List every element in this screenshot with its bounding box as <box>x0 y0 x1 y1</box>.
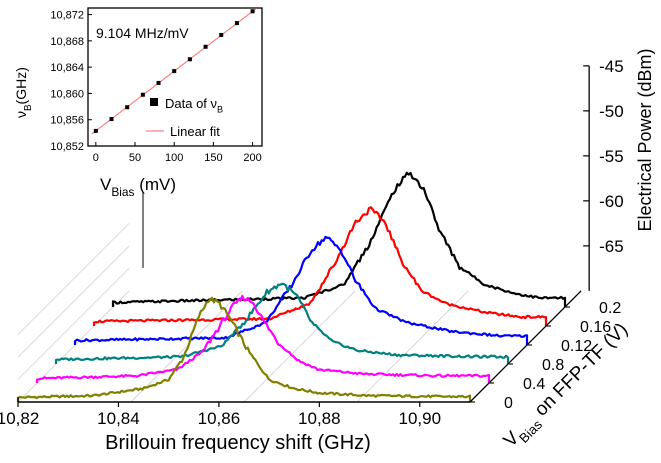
inset-data-point <box>250 9 255 14</box>
y-tick-label: -65 <box>599 237 624 256</box>
x-tick-label: 10,88 <box>298 409 341 428</box>
floor-grid-line <box>243 290 356 403</box>
inset-x-tick-label: 200 <box>243 152 261 164</box>
bias-tick-label: 0 <box>504 395 513 412</box>
inset-data-point <box>125 105 130 110</box>
wall-grid-line <box>17 222 130 335</box>
inset-y-title-subscript: B <box>23 104 34 111</box>
series-line <box>73 235 529 345</box>
inset-data-point <box>219 32 224 37</box>
inset-y-tick-label: 10,868 <box>50 36 84 48</box>
legend-label-fit: Linear fit <box>170 124 220 139</box>
inset-data-point <box>156 80 161 85</box>
inset-x-tick-label: 150 <box>204 152 222 164</box>
series-line <box>111 171 567 307</box>
x-tick-label: 10,82 <box>0 409 39 428</box>
inset-x-title: VBias (mV) <box>100 175 176 199</box>
legend-marker <box>150 98 158 106</box>
x-axis-title: Brillouin frequency shift (GHz) <box>105 432 371 454</box>
bias-tick-label: 0.8 <box>542 357 564 374</box>
legend-label-data-subscript: B <box>217 105 223 115</box>
inset-y-tick-label: 10,864 <box>50 62 84 74</box>
x-tick-label: 10,84 <box>97 409 140 428</box>
y-tick-label: -60 <box>599 192 624 211</box>
inset-y-tick-label: 10,856 <box>50 115 84 127</box>
inset-y-title-rest: (GHz) <box>13 67 29 104</box>
bias-axis-line <box>469 290 582 403</box>
wall-grid-line <box>17 245 130 358</box>
inset-x-title-main: V <box>100 175 112 194</box>
floor-grid-line <box>356 290 469 403</box>
inset-y-title-main: ν <box>13 111 29 118</box>
inset-chart: 0 50 100 150 200 10,852 10,856 10,860 10,864 10,8… <box>13 7 263 199</box>
y-tick-label: -55 <box>599 147 624 166</box>
inset-data-point <box>172 69 177 74</box>
y-axis: -45 -50 -55 -60 -65 Electrical Power (dBm) <box>583 48 655 291</box>
inset-y-tick-label: 10,852 <box>50 141 84 153</box>
x-axis: 10,82 10,84 10,86 10,88 10,90 Brillouin frequ… <box>0 397 470 454</box>
series-line <box>16 296 472 402</box>
inset-legend: Data of νB Linear fit <box>146 96 223 139</box>
inset-x-tick-label: 100 <box>165 152 183 164</box>
y-tick-label: -45 <box>599 57 624 76</box>
bias-tick-label: 0.2 <box>599 300 621 317</box>
x-tick-label: 10,86 <box>198 409 241 428</box>
series-line <box>92 206 548 326</box>
wall-grid-line <box>17 290 130 403</box>
inset-x-tick-label: 0 <box>93 152 99 164</box>
inset-y-tick-label: 10,860 <box>50 88 84 100</box>
inset-y-title: νB(GHz) <box>13 67 34 118</box>
legend-label-fit-main: Linear fit <box>170 124 220 139</box>
series-group <box>16 171 567 402</box>
inset-data-point <box>140 92 145 97</box>
series-line <box>54 282 510 364</box>
inset-data-point <box>234 21 239 26</box>
inset-y-tick-label: 10,872 <box>50 10 84 22</box>
y-axis-title: Electrical Power (dBm) <box>635 48 655 231</box>
wall-grid-line <box>17 267 130 380</box>
series-line <box>35 294 491 383</box>
inset-frame <box>87 7 263 147</box>
inset-x-title-rest: (mV) <box>134 175 176 194</box>
inset-data-point <box>109 117 114 122</box>
inset-x-tick-label: 50 <box>129 152 141 164</box>
bias-tick-label: 0.16 <box>580 319 611 336</box>
inset-data-point <box>203 44 208 49</box>
x-tick-label: 10,90 <box>399 409 442 428</box>
inset-x-title-subscript: Bias <box>111 185 134 199</box>
inset-annotation: 9.104 MHz/mV <box>96 25 189 41</box>
floor-grid-line <box>130 290 243 403</box>
bias-tick-label: 0.12 <box>561 338 592 355</box>
legend-label-data-main: Data of ν <box>165 96 217 111</box>
inset-data-point <box>93 128 98 133</box>
y-tick-label: -50 <box>599 102 624 121</box>
bias-tick-label: 0.4 <box>523 376 545 393</box>
inset-data-point <box>187 57 192 62</box>
legend-label-data: Data of νB <box>165 96 223 115</box>
